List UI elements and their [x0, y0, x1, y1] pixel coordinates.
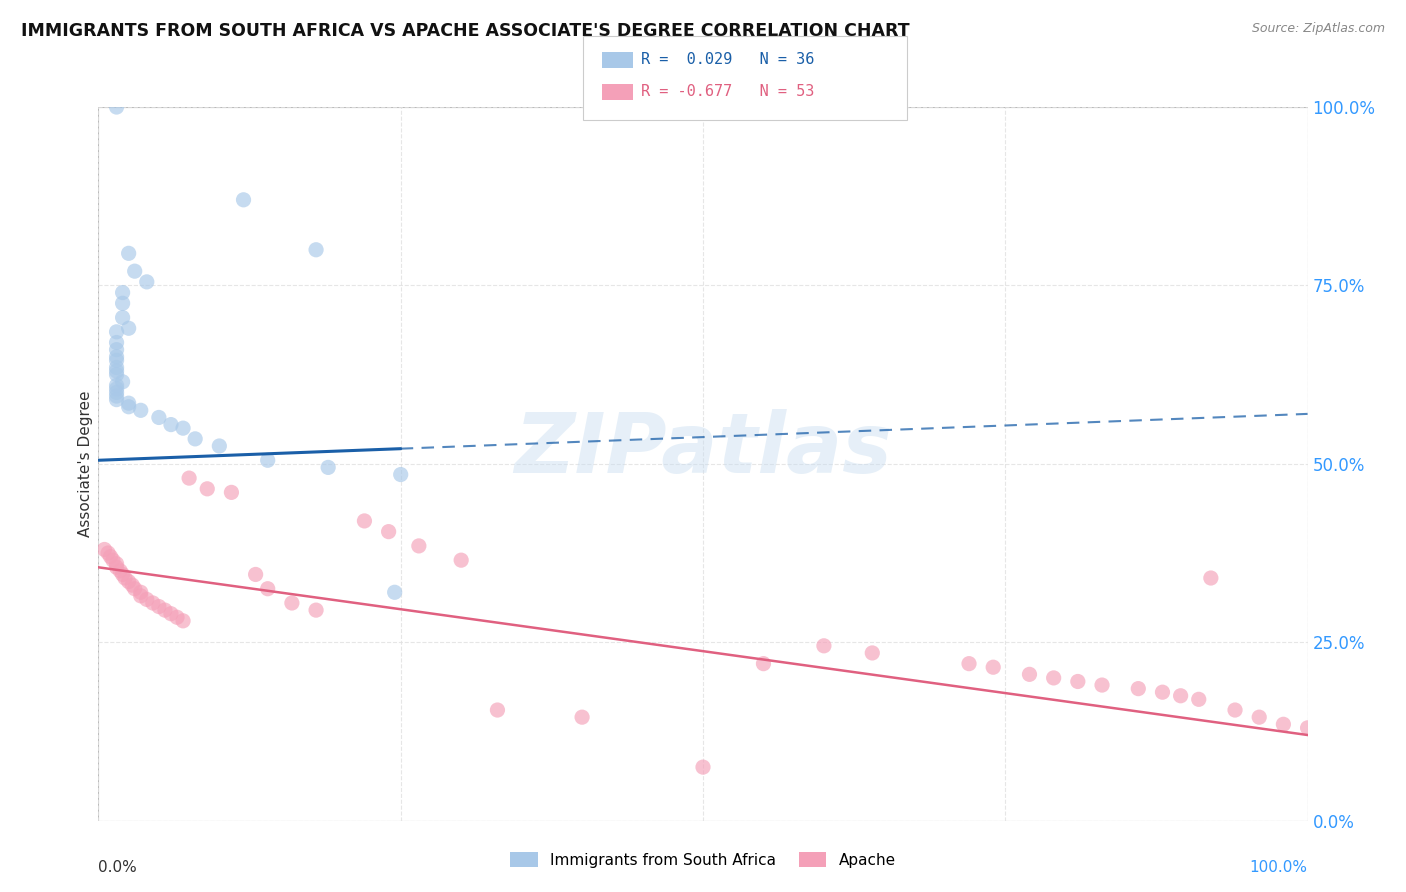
Point: [408, 539, 430, 553]
Point: [860, 646, 883, 660]
Point: [105, 392, 128, 407]
Point: [118, 321, 141, 335]
Point: [105, 385, 128, 400]
Point: [353, 514, 375, 528]
Text: R =  0.029   N = 36: R = 0.029 N = 36: [641, 53, 814, 67]
Point: [121, 578, 143, 592]
Point: [981, 660, 1004, 674]
Point: [208, 439, 231, 453]
Point: [160, 607, 183, 621]
Text: 100.0%: 100.0%: [1250, 860, 1308, 875]
Text: Source: ZipAtlas.com: Source: ZipAtlas.com: [1251, 22, 1385, 36]
Point: [105, 100, 128, 114]
Point: [101, 553, 124, 567]
Point: [129, 585, 152, 599]
Point: [1249, 710, 1271, 724]
Point: [111, 375, 134, 389]
Point: [1018, 667, 1040, 681]
Text: 0.0%: 0.0%: [98, 860, 138, 875]
Point: [153, 603, 176, 617]
Point: [281, 596, 304, 610]
Point: [389, 467, 412, 482]
Point: [135, 275, 157, 289]
Point: [1223, 703, 1246, 717]
Point: [316, 460, 339, 475]
Y-axis label: Associate's Degree: Associate's Degree: [77, 391, 93, 537]
Point: [105, 335, 128, 350]
Point: [118, 396, 141, 410]
Point: [97, 546, 120, 560]
Point: [166, 610, 188, 624]
Point: [105, 353, 128, 368]
Point: [305, 243, 328, 257]
Point: [105, 560, 128, 574]
Point: [1042, 671, 1064, 685]
Point: [377, 524, 399, 539]
Point: [1091, 678, 1114, 692]
Point: [129, 403, 152, 417]
Point: [105, 378, 128, 392]
Point: [179, 471, 201, 485]
Point: [450, 553, 472, 567]
Point: [305, 603, 328, 617]
Point: [105, 350, 128, 364]
Point: [105, 557, 128, 571]
Point: [124, 264, 146, 278]
Point: [118, 400, 141, 414]
Point: [184, 432, 207, 446]
Point: [105, 325, 128, 339]
Point: [1296, 721, 1319, 735]
Point: [111, 567, 134, 582]
Point: [105, 360, 128, 375]
Point: [1170, 689, 1192, 703]
Point: [105, 364, 128, 378]
Point: [111, 310, 134, 325]
Point: [105, 389, 128, 403]
Point: [105, 382, 128, 396]
Point: [221, 485, 243, 500]
Point: [111, 296, 134, 310]
Point: [124, 582, 146, 596]
Point: [1272, 717, 1295, 731]
Point: [813, 639, 835, 653]
Point: [118, 246, 141, 260]
Point: [256, 453, 278, 467]
Point: [148, 599, 170, 614]
Text: R = -0.677   N = 53: R = -0.677 N = 53: [641, 85, 814, 99]
Point: [692, 760, 714, 774]
Point: [752, 657, 775, 671]
Point: [1188, 692, 1211, 706]
Point: [100, 549, 122, 564]
Point: [108, 564, 131, 578]
Point: [118, 574, 141, 589]
Point: [160, 417, 183, 432]
Point: [1128, 681, 1150, 696]
Text: IMMIGRANTS FROM SOUTH AFRICA VS APACHE ASSOCIATE'S DEGREE CORRELATION CHART: IMMIGRANTS FROM SOUTH AFRICA VS APACHE A…: [21, 22, 910, 40]
Point: [142, 596, 165, 610]
Point: [232, 193, 254, 207]
Point: [486, 703, 509, 717]
Legend: Immigrants from South Africa, Apache: Immigrants from South Africa, Apache: [505, 846, 901, 873]
Point: [1199, 571, 1222, 585]
Point: [256, 582, 278, 596]
Point: [195, 482, 218, 496]
Point: [1067, 674, 1090, 689]
Point: [571, 710, 593, 724]
Point: [93, 542, 115, 557]
Point: [957, 657, 980, 671]
Text: ZIPatlas: ZIPatlas: [515, 409, 891, 490]
Point: [111, 285, 134, 300]
Point: [384, 585, 406, 599]
Point: [135, 592, 157, 607]
Point: [114, 571, 136, 585]
Point: [172, 421, 194, 435]
Point: [129, 589, 152, 603]
Point: [245, 567, 267, 582]
Point: [105, 368, 128, 382]
Point: [105, 343, 128, 357]
Point: [172, 614, 194, 628]
Point: [148, 410, 170, 425]
Point: [1152, 685, 1174, 699]
